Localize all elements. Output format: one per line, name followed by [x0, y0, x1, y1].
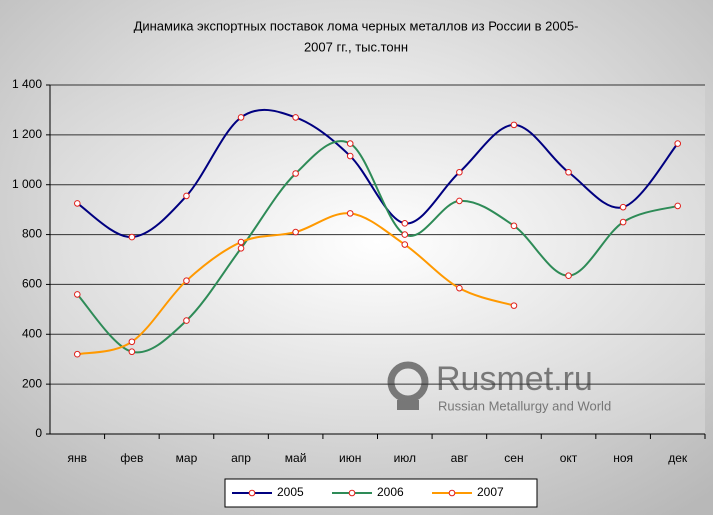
x-tick-label: июл: [394, 451, 416, 465]
y-tick-label: 0: [35, 426, 42, 440]
marker: [619, 203, 627, 211]
marker: [456, 284, 463, 292]
marker: [183, 317, 190, 324]
marker: [565, 168, 572, 176]
marker: [456, 197, 463, 205]
marker: [237, 114, 245, 121]
x-tick-label: янв: [68, 451, 88, 465]
marker: [237, 238, 245, 246]
marker: [510, 222, 518, 230]
legend-marker: [348, 489, 356, 497]
marker: [237, 244, 245, 252]
marker: [674, 140, 682, 147]
x-tick-label: апр: [231, 451, 251, 465]
y-tick-label: 400: [22, 326, 42, 340]
y-tick-label: 600: [22, 277, 42, 291]
watermark-tagline: Russian Metallurgy and World: [438, 398, 611, 413]
marker: [73, 350, 81, 358]
y-tick-label: 200: [22, 376, 42, 390]
marker: [346, 210, 354, 217]
watermark-logo: [397, 400, 419, 410]
y-tick-label: 800: [22, 227, 42, 241]
marker: [674, 202, 682, 210]
x-tick-label: окт: [560, 451, 578, 465]
x-tick-label: мар: [176, 451, 198, 465]
marker: [401, 220, 409, 227]
legend-label: 2005: [277, 485, 304, 499]
x-tick-label: июн: [339, 451, 361, 465]
marker: [565, 272, 572, 280]
x-tick-label: май: [285, 451, 307, 465]
x-tick-label: дек: [668, 451, 688, 465]
marker: [401, 231, 409, 238]
legend-marker: [448, 489, 456, 497]
marker: [128, 338, 136, 346]
chart-title: Динамика экспортных поставок лома черных…: [134, 18, 579, 33]
marker: [292, 114, 299, 121]
marker: [619, 218, 627, 226]
marker: [292, 170, 299, 177]
marker: [128, 233, 136, 241]
y-tick-label: 1 400: [12, 77, 42, 91]
watermark: Rusmet.ru Russian Metallurgy and World: [387, 360, 611, 413]
y-tick-label: 1 000: [12, 177, 42, 191]
marker: [292, 228, 299, 236]
marker: [73, 291, 81, 298]
legend: [224, 478, 538, 508]
x-tick-label: авг: [451, 451, 469, 465]
marker: [183, 192, 190, 200]
x-tick-label: сен: [504, 451, 523, 465]
marker: [510, 302, 518, 309]
x-tick-label: ноя: [613, 451, 633, 465]
marker: [510, 121, 518, 129]
watermark-logo: [387, 361, 429, 403]
marker: [401, 241, 409, 248]
marker: [456, 168, 463, 176]
marker: [128, 348, 136, 356]
plot-area: [50, 85, 705, 434]
legend-label: 2006: [377, 485, 404, 499]
watermark-name: Rusmet.ru: [436, 360, 593, 398]
marker: [346, 152, 354, 160]
marker: [183, 277, 190, 284]
marker: [73, 200, 81, 207]
x-tick-label: фев: [120, 451, 143, 465]
y-tick-label: 1 200: [12, 127, 42, 141]
chart-title: 2007 гг., тыс.тонн: [304, 39, 408, 54]
legend-label: 2007: [477, 485, 504, 499]
marker: [346, 140, 354, 147]
legend-marker: [248, 489, 256, 497]
